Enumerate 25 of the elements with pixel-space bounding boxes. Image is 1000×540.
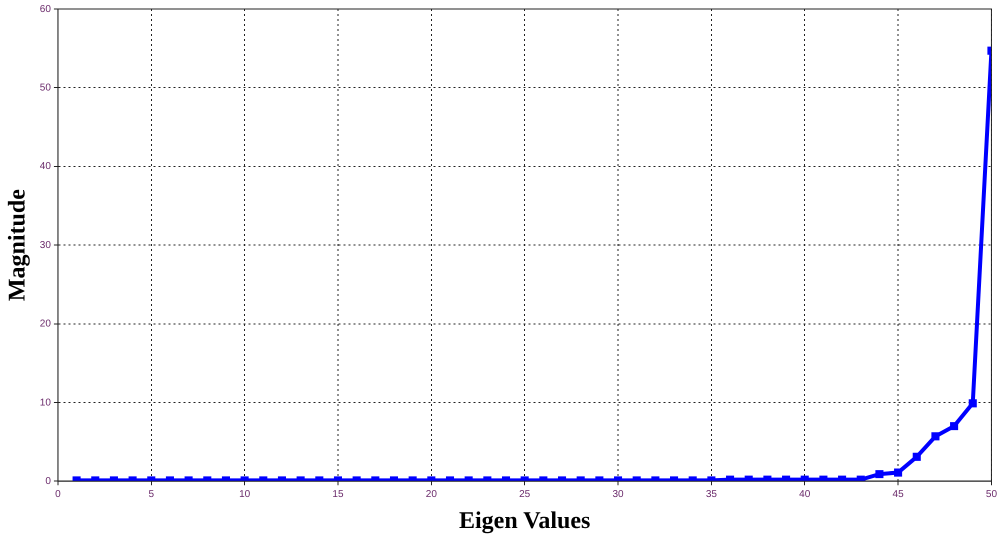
- y-tick-label: 40: [40, 161, 52, 172]
- point: [931, 432, 940, 440]
- y-tick-label: 10: [40, 397, 52, 408]
- x-tick-label: 10: [239, 488, 251, 500]
- x-tick-label: 45: [892, 488, 904, 500]
- y-tick-label: 50: [40, 82, 52, 94]
- point: [912, 452, 921, 461]
- point: [950, 422, 958, 430]
- point: [968, 399, 977, 408]
- x-tick-label: 0: [55, 488, 62, 500]
- y-tick-label: 60: [40, 4, 52, 15]
- x-tick-label: 40: [799, 488, 811, 500]
- x-tick-label: 15: [332, 488, 344, 500]
- x-axis-title: Eigen Values: [458, 508, 590, 534]
- y-tick-label: 0: [45, 476, 52, 487]
- x-tick-label: 25: [519, 488, 531, 500]
- x-tick-label: 20: [426, 488, 438, 500]
- y-axis-title: Magnitude: [4, 188, 31, 302]
- x-tick-label: 35: [706, 488, 718, 500]
- x-tick-label: 30: [612, 488, 624, 500]
- y-tick-label: 20: [40, 318, 52, 330]
- y-tick-label: 30: [40, 240, 52, 251]
- point: [856, 476, 865, 482]
- x-tick-label: 5: [148, 488, 154, 500]
- x-tick-label: 50: [986, 488, 998, 500]
